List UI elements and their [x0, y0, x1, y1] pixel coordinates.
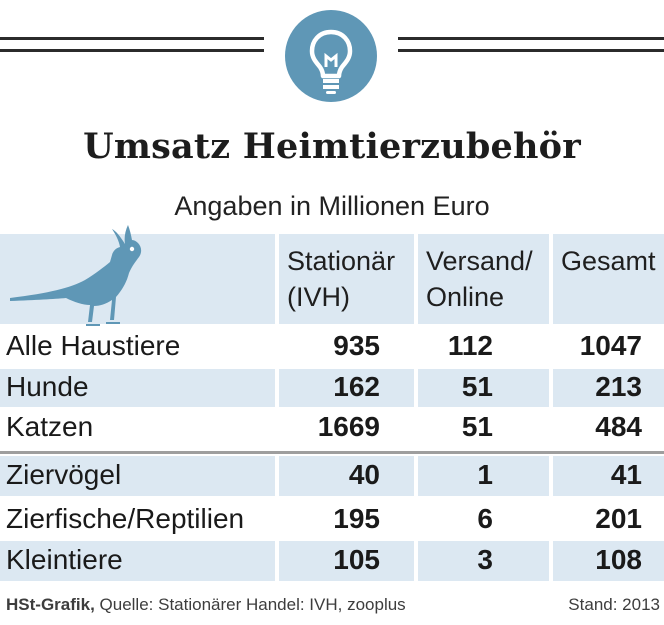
- lightbulb-icon: [285, 10, 377, 102]
- row-label-hunde: Hunde: [6, 371, 89, 402]
- chart-title: Umsatz Heimtierzubehör: [83, 126, 581, 167]
- cell-katzen-stationaer: 1669: [317, 411, 380, 442]
- row-bg-ziervoegel-label: [0, 456, 275, 496]
- row-bg-ziervoegel-c3: [553, 456, 664, 496]
- cell-alle-haustiere-gesamt: 1047: [579, 330, 642, 361]
- cell-alle-haustiere-stationaer: 935: [333, 330, 380, 361]
- row-label-alle-haustiere: Alle Haustiere: [6, 330, 181, 361]
- row-label-katzen: Katzen: [6, 411, 94, 442]
- cell-ziervoegel-gesamt: 41: [610, 459, 642, 490]
- cell-zierfische-gesamt: 201: [595, 503, 642, 534]
- cell-katzen-gesamt: 484: [595, 411, 642, 442]
- cell-hunde-stationaer: 162: [333, 371, 380, 402]
- row-bg-hunde-label: [0, 369, 275, 407]
- row-bg-ziervoegel-c1: [279, 456, 414, 496]
- row-label-zierfische: Zierfische/Reptilien: [6, 503, 245, 534]
- column-header-versand-line2: Online: [426, 282, 505, 312]
- header-rule-left: [0, 37, 264, 53]
- row-bg-hunde-c1: [279, 369, 414, 407]
- cell-hunde-gesamt: 213: [595, 371, 642, 402]
- cell-zierfische-versand: 6: [477, 503, 493, 534]
- column-header-stationaer-line2: (IVH): [287, 282, 350, 312]
- column-header-versand: Versand/ Online: [426, 243, 533, 315]
- row-bg-hunde-c2: [418, 369, 549, 407]
- header-cell-versand: [418, 234, 549, 324]
- source-label: Quelle: Stationärer Handel: IVH, zooplus: [94, 595, 406, 614]
- row-label-kleintiere: Kleintiere: [6, 544, 123, 575]
- cell-ziervoegel-stationaer: 40: [348, 459, 380, 490]
- column-header-versand-line1: Versand/: [426, 246, 533, 276]
- group-divider: [0, 451, 664, 454]
- cell-kleintiere-stationaer: 105: [333, 544, 380, 575]
- column-header-gesamt: Gesamt: [561, 243, 656, 279]
- header-cell-stationaer: [279, 234, 414, 324]
- column-header-stationaer-line1: Stationär: [287, 246, 396, 276]
- cell-ziervoegel-versand: 1: [477, 459, 493, 490]
- row-bg-hunde-c3: [553, 369, 664, 407]
- date-note: Stand: 2013: [568, 595, 660, 614]
- row-bg-kleintiere-c3: [553, 541, 664, 581]
- row-bg-ziervoegel-c2: [418, 456, 549, 496]
- header-cell-gesamt: [553, 234, 664, 324]
- cell-zierfische-stationaer: 195: [333, 503, 380, 534]
- credit-label: HSt-Grafik,: [6, 595, 95, 614]
- row-label-ziervoegel: Ziervögel: [6, 459, 122, 490]
- header-rule-right: [398, 37, 664, 53]
- cell-alle-haustiere-versand: 112: [447, 330, 493, 361]
- cell-katzen-versand: 51: [461, 411, 493, 442]
- column-header-stationaer: Stationär (IVH): [287, 243, 395, 315]
- cell-kleintiere-versand: 3: [477, 544, 493, 575]
- column-header-gesamt-line1: Gesamt: [561, 246, 656, 276]
- row-bg-kleintiere-label: [0, 541, 275, 581]
- chart-subtitle: Angaben in Millionen Euro: [174, 191, 490, 221]
- row-bg-kleintiere-c1: [279, 541, 414, 581]
- row-bg-kleintiere-c2: [418, 541, 549, 581]
- source-note: HSt-Grafik, Quelle: Stationärer Handel: …: [6, 595, 406, 615]
- cockatiel-icon: [10, 225, 142, 326]
- cell-hunde-versand: 51: [461, 371, 493, 402]
- cell-kleintiere-gesamt: 108: [595, 544, 642, 575]
